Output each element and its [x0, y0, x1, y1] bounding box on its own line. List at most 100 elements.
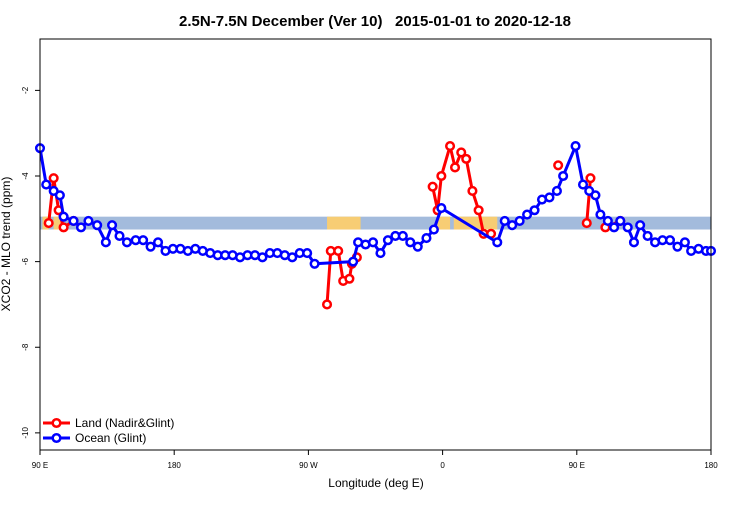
x-tick-label: 180 — [168, 461, 182, 470]
ocean-point — [421, 233, 432, 244]
ocean-point — [58, 211, 69, 222]
land-point — [436, 170, 447, 182]
ocean-point — [551, 185, 562, 197]
ocean-point — [570, 140, 581, 152]
land-point — [553, 160, 564, 171]
legend-label: Land (Nadir&Glint) — [75, 416, 174, 430]
land-band-segment — [453, 216, 498, 230]
ocean-point — [405, 237, 416, 248]
ocean-point — [375, 248, 386, 259]
land-point — [461, 153, 472, 164]
y-tick-label: -4 — [21, 172, 30, 180]
ocean-point — [428, 224, 439, 235]
land-point — [581, 218, 592, 229]
ocean-point — [100, 237, 111, 248]
land-point — [48, 173, 59, 184]
land-series — [43, 140, 626, 310]
ocean-point — [499, 215, 510, 227]
legend-label: Ocean (Glint) — [75, 431, 146, 445]
ocean-point — [590, 190, 601, 201]
ocean-point — [529, 205, 540, 216]
ocean-point — [672, 241, 683, 252]
ocean-point — [558, 170, 569, 182]
ocean-point — [622, 222, 633, 233]
land-line — [585, 178, 592, 224]
axes: 90 E 180 90 W 0 90 E 180 -2 -4 -6 -8 -10 — [21, 86, 718, 470]
series-layer — [34, 140, 717, 310]
land-point — [427, 181, 438, 192]
land-band-segment — [53, 216, 63, 230]
ocean-point — [68, 215, 79, 227]
land-point — [467, 185, 478, 197]
legend-swatch-marker — [51, 417, 62, 429]
ocean-point — [107, 220, 118, 231]
y-tick-label: -6 — [21, 258, 30, 266]
ocean-point — [257, 252, 268, 263]
land-band-segment — [327, 216, 361, 230]
chart-title: 2.5N-7.5N December (Ver 10) 2015-01-01 t… — [179, 13, 571, 30]
ocean-point — [92, 220, 103, 231]
ocean-point — [609, 222, 620, 233]
x-tick-label: 180 — [704, 461, 718, 470]
ocean-point — [577, 179, 589, 190]
ocean-point — [138, 235, 149, 246]
ocean-point — [492, 237, 503, 248]
ocean-point — [145, 241, 156, 252]
ocean-point — [54, 190, 65, 201]
ocean-point — [436, 203, 447, 214]
land-point — [585, 173, 596, 184]
ocean-point — [152, 237, 164, 248]
ocean-point — [602, 215, 613, 227]
ocean-point — [114, 230, 125, 241]
legend-swatch-marker — [51, 432, 62, 444]
land-point — [456, 147, 467, 158]
ocean-band — [40, 216, 711, 230]
ocean-point — [595, 209, 606, 220]
land-point — [449, 162, 461, 173]
ocean-point — [544, 192, 555, 203]
x-tick-label: 90 E — [569, 461, 585, 470]
ocean-point — [302, 248, 313, 259]
x-axis-label: Longitude (deg E) — [328, 476, 423, 490]
land-point — [43, 218, 54, 229]
ocean-point — [41, 179, 52, 190]
ocean-point — [348, 256, 359, 267]
y-tick-label: -10 — [21, 427, 30, 439]
ocean-series — [34, 140, 717, 269]
plot-frame — [39, 38, 712, 451]
y-tick-label: -2 — [21, 86, 30, 94]
x-tick-label: 90 E — [32, 461, 48, 470]
ocean-point — [382, 235, 393, 246]
ocean-point — [522, 209, 533, 220]
ocean-point — [397, 230, 408, 241]
ocean-point — [75, 222, 87, 233]
land-point — [58, 222, 69, 233]
y-axis-label: XCO2 - MLO trend (ppm) — [0, 177, 13, 312]
land-point — [445, 140, 456, 152]
ocean-point — [83, 215, 94, 227]
ocean-point — [287, 252, 298, 263]
ocean-point — [121, 237, 133, 248]
x-tick-label: 0 — [440, 461, 445, 470]
ocean-point — [309, 258, 320, 269]
land-point — [333, 245, 344, 256]
land-band-segment — [437, 216, 451, 230]
ocean-point — [507, 220, 518, 231]
ocean-point — [367, 237, 379, 248]
ocean-point — [635, 220, 646, 231]
legend: Land (Nadir&Glint)Ocean (Glint) — [43, 416, 174, 445]
ocean-point — [412, 241, 423, 252]
ocean-point — [679, 237, 690, 248]
land-point — [321, 299, 333, 310]
surface-band — [40, 216, 711, 230]
ocean-point — [628, 237, 640, 248]
y-tick-label: -8 — [21, 343, 30, 351]
x-tick-label: 90 W — [299, 461, 318, 470]
ocean-point — [615, 215, 626, 227]
ocean-point — [642, 230, 653, 241]
land-point — [473, 205, 484, 216]
land-point — [344, 273, 355, 284]
ocean-point — [664, 235, 676, 246]
